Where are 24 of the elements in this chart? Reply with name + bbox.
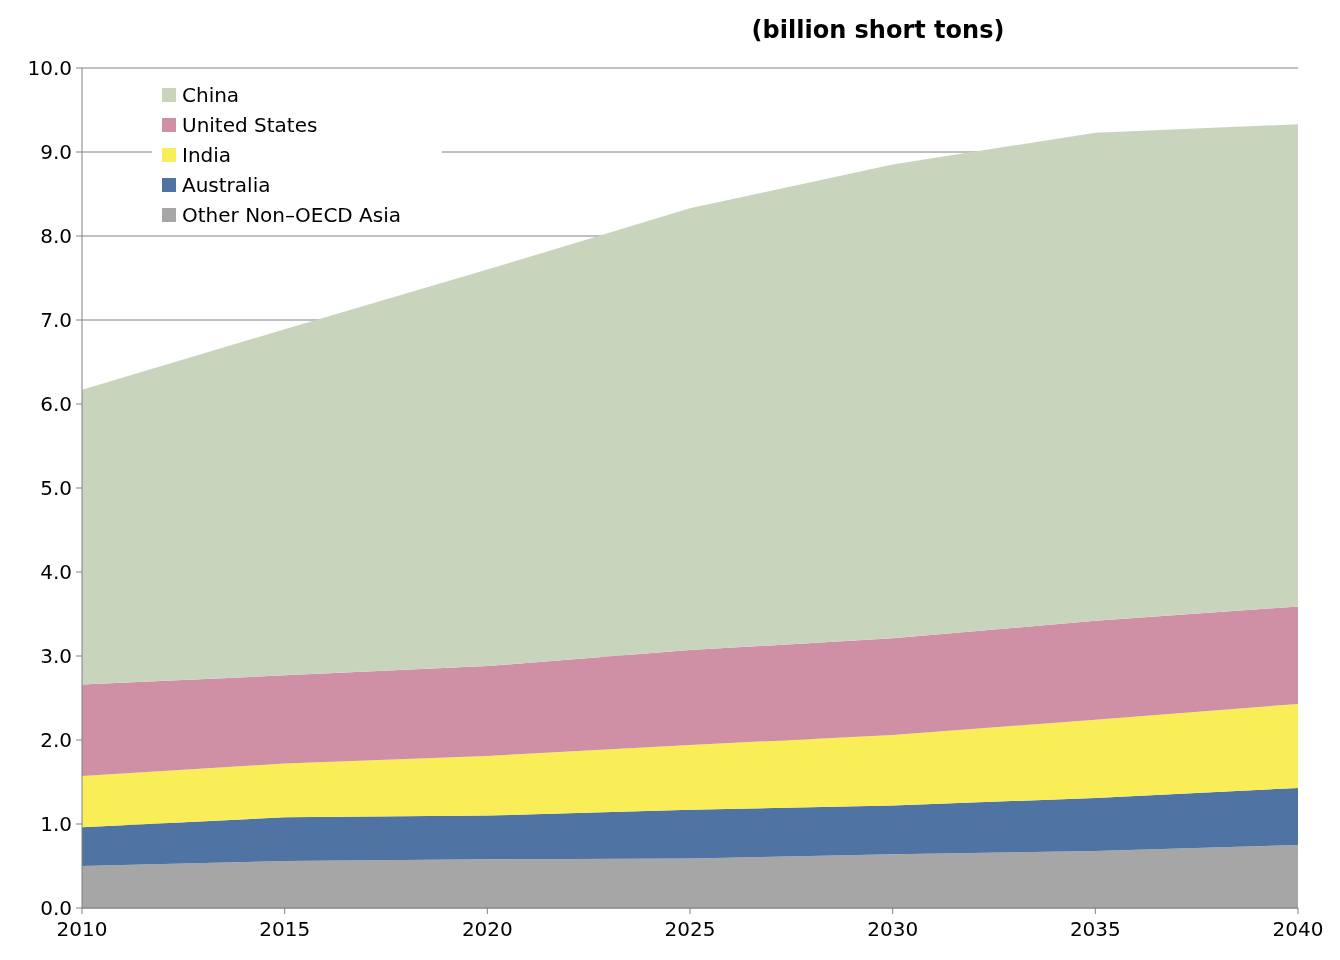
y-tick-label: 10.0 [27,56,72,80]
y-tick-label: 3.0 [40,644,72,668]
y-tick-label: 2.0 [40,728,72,752]
legend-label: India [182,143,232,167]
legend-label: United States [182,113,318,137]
legend-label: Other Non–OECD Asia [182,203,402,227]
chart-title: (billion short tons) [751,16,1005,44]
legend-label: Australia [182,173,271,197]
y-tick-label: 1.0 [40,812,72,836]
y-tick-label: 0.0 [40,896,72,920]
x-tick-label: 2020 [461,917,513,941]
x-tick-label: 2015 [259,917,311,941]
y-tick-label: 7.0 [40,308,72,332]
x-tick-label: 2030 [867,917,919,941]
x-tick-label: 2035 [1069,917,1121,941]
y-tick-label: 8.0 [40,224,72,248]
legend-label: China [182,83,240,107]
y-tick-label: 5.0 [40,476,72,500]
x-tick-label: 2010 [56,917,108,941]
y-tick-label: 9.0 [40,140,72,164]
y-tick-label: 4.0 [40,560,72,584]
x-tick-label: 2040 [1272,917,1324,941]
y-tick-label: 6.0 [40,392,72,416]
x-tick-label: 2025 [664,917,716,941]
